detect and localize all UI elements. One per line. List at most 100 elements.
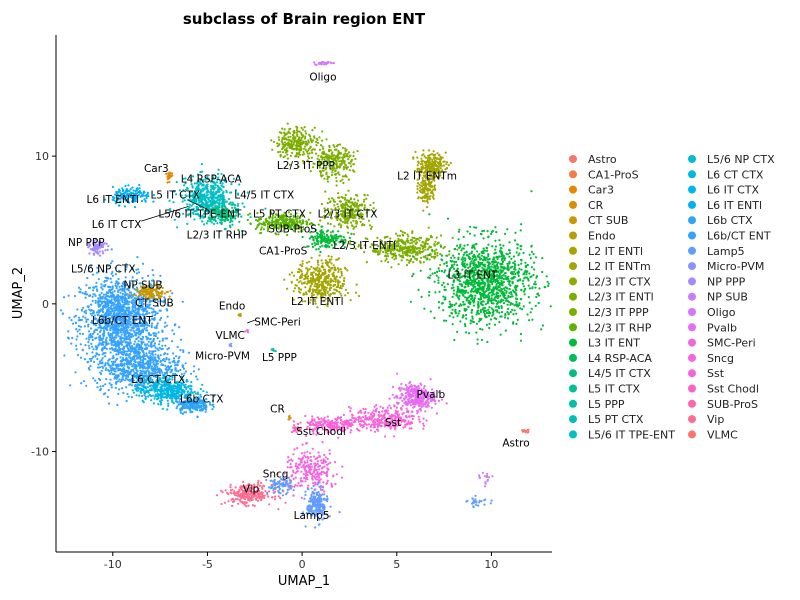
data-point [115, 304, 118, 307]
data-point [419, 250, 422, 253]
data-point [139, 282, 142, 285]
data-point [110, 383, 113, 386]
data-point [114, 282, 117, 285]
data-point [109, 351, 112, 354]
data-point [137, 379, 140, 382]
data-point [201, 383, 204, 386]
data-point [78, 286, 81, 289]
data-point [173, 394, 176, 397]
data-point [522, 279, 525, 282]
data-point [111, 373, 114, 376]
data-point [120, 365, 123, 368]
data-point [144, 367, 147, 370]
data-point [140, 338, 143, 341]
data-point [217, 168, 220, 171]
data-point [141, 313, 145, 316]
data-point [101, 297, 104, 300]
data-point [80, 318, 83, 321]
data-point [308, 133, 311, 136]
data-point [289, 127, 292, 130]
data-point [152, 344, 155, 347]
data-point [422, 261, 425, 264]
data-point [139, 294, 142, 297]
data-point [347, 178, 350, 181]
data-point [100, 302, 104, 305]
data-point [128, 342, 131, 345]
data-point [110, 320, 113, 323]
data-point [363, 198, 366, 201]
data-point [118, 351, 121, 354]
data-point [134, 385, 137, 388]
data-point [341, 178, 344, 181]
data-point [84, 296, 87, 299]
data-point [114, 343, 117, 346]
data-point [108, 358, 111, 361]
data-point [150, 342, 153, 345]
data-point [127, 309, 130, 312]
data-point [409, 249, 412, 252]
data-point [109, 332, 112, 335]
data-point [131, 315, 134, 318]
data-point [132, 322, 135, 325]
data-point [117, 353, 120, 356]
data-point [222, 194, 225, 197]
data-point [122, 353, 125, 356]
data-point [122, 367, 125, 370]
data-point [397, 263, 400, 266]
data-point [141, 367, 144, 370]
data-point [345, 153, 349, 156]
data-point [219, 187, 222, 190]
data-point [183, 411, 186, 414]
data-point [157, 300, 160, 303]
data-point [168, 361, 171, 364]
data-point [402, 234, 405, 237]
data-point [295, 141, 298, 144]
data-point [415, 257, 418, 260]
data-point [131, 303, 135, 306]
data-point [335, 180, 338, 183]
data-point [323, 152, 326, 155]
data-point [109, 285, 112, 289]
data-point [133, 205, 137, 209]
data-point [110, 326, 113, 329]
data-point [326, 176, 330, 179]
data-point [101, 366, 105, 369]
data-point [342, 156, 345, 159]
data-point [209, 188, 213, 191]
data-point [207, 204, 210, 207]
data-point [280, 140, 283, 143]
data-point [137, 361, 140, 364]
data-point [165, 366, 168, 369]
data-point [93, 318, 97, 321]
data-point [116, 328, 120, 331]
data-point [105, 336, 108, 339]
cluster-points [409, 190, 552, 345]
data-point [297, 155, 300, 158]
data-point [194, 392, 198, 395]
data-point [83, 325, 86, 328]
data-point [462, 253, 465, 256]
data-point [135, 268, 138, 271]
data-point [166, 181, 169, 184]
data-point [334, 155, 338, 158]
data-point [405, 264, 409, 267]
data-point [115, 287, 118, 290]
data-point [290, 140, 293, 143]
data-point [143, 347, 146, 351]
data-point [134, 305, 137, 308]
data-point [110, 371, 113, 374]
data-point [395, 232, 398, 235]
data-point [190, 405, 193, 408]
data-point [341, 220, 344, 224]
data-point [350, 160, 353, 163]
data-point [75, 328, 78, 331]
data-point [135, 294, 138, 297]
data-point [137, 296, 140, 299]
data-point [96, 319, 99, 322]
data-point [187, 407, 190, 410]
data-point [279, 153, 282, 157]
data-point [114, 322, 117, 325]
data-point [92, 377, 95, 380]
data-point [135, 351, 138, 354]
data-point [130, 279, 133, 282]
